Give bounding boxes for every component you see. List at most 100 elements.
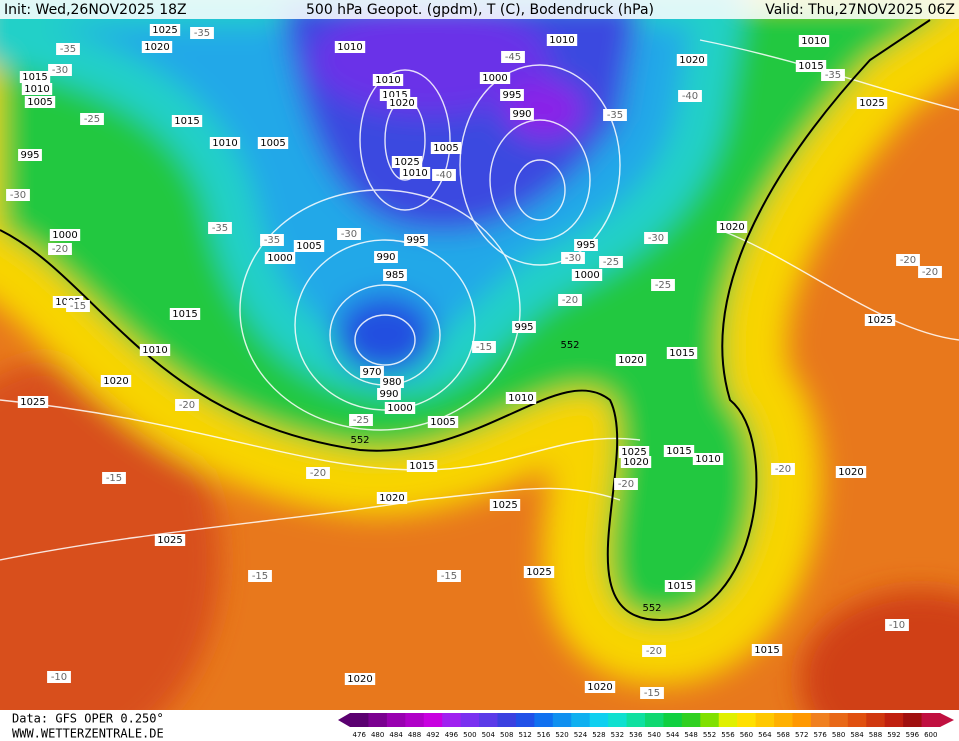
pressure-label: 1025 bbox=[489, 499, 521, 511]
temperature-label: -30 bbox=[337, 228, 361, 240]
pressure-label: 1000 bbox=[574, 270, 599, 281]
temperature-label: -20 bbox=[900, 255, 916, 266]
pressure-label: 1005 bbox=[24, 96, 56, 108]
pressure-label: 1020 bbox=[584, 681, 616, 693]
pressure-label: 995 bbox=[404, 234, 428, 246]
temperature-label: -30 bbox=[10, 190, 26, 201]
temperature-label: -40 bbox=[432, 169, 456, 181]
pressure-label: 1015 bbox=[798, 61, 823, 72]
pressure-label-box bbox=[795, 60, 827, 72]
pressure-label: 1015 bbox=[171, 115, 203, 127]
pressure-label-box bbox=[664, 580, 696, 592]
colorbar-cell bbox=[866, 713, 886, 727]
pressure-label: 995 bbox=[576, 240, 595, 251]
colorbar-arrow-low bbox=[338, 713, 350, 727]
pressure-label: 1020 bbox=[716, 221, 748, 233]
pressure-label: 1020 bbox=[103, 376, 128, 387]
temperature-label: -15 bbox=[476, 342, 492, 353]
temperature-label: -15 bbox=[644, 688, 660, 699]
temperature-label: -25 bbox=[651, 279, 675, 291]
colorbar-cell bbox=[589, 713, 609, 727]
pressure-label: 1010 bbox=[801, 36, 826, 47]
temperature-label-box bbox=[651, 279, 675, 291]
pressure-label: 1020 bbox=[676, 54, 708, 66]
pressure-label-box bbox=[376, 492, 408, 504]
pressure-label: 1025 bbox=[859, 98, 884, 109]
pressure-label: 1020 bbox=[389, 98, 414, 109]
temperature-label: -25 bbox=[603, 257, 619, 268]
pressure-label-box bbox=[500, 89, 524, 101]
pressure-label: 1025 bbox=[864, 314, 896, 326]
colorbar-arrow-high bbox=[940, 713, 954, 727]
temperature-label-box bbox=[56, 43, 80, 55]
temperature-label: -15 bbox=[472, 341, 496, 353]
temperature-label: -35 bbox=[821, 69, 845, 81]
temperature-label: -20 bbox=[618, 479, 634, 490]
colorbar-cell bbox=[460, 713, 480, 727]
temperature-label-box bbox=[558, 294, 582, 306]
pressure-label: 990 bbox=[376, 252, 395, 263]
pressure-label: 995 bbox=[406, 235, 425, 246]
pressure-label: 1000 bbox=[267, 253, 292, 264]
pressure-label-box bbox=[406, 460, 438, 472]
temperature-label-box bbox=[175, 399, 199, 411]
pressure-label: 1010 bbox=[546, 34, 578, 46]
temperature-label-box bbox=[306, 467, 330, 479]
pressure-label: 1000 bbox=[387, 403, 412, 414]
pressure-label: 1010 bbox=[692, 453, 724, 465]
pressure-label: 1015 bbox=[19, 71, 51, 83]
pressure-label: 1020 bbox=[379, 493, 404, 504]
pressure-label-box bbox=[139, 344, 171, 356]
map-title: 500 hPa Geopot. (gpdm), T (C), Bodendruc… bbox=[306, 2, 654, 18]
temperature-label-box bbox=[501, 51, 525, 63]
temperature-label-box bbox=[642, 645, 666, 657]
pressure-label-box bbox=[19, 71, 51, 83]
site: WWW.WETTERZENTRALE.DE bbox=[12, 727, 164, 741]
colorbar-label: 504 bbox=[482, 731, 496, 739]
colorbar-cell bbox=[608, 713, 628, 727]
pressure-label: 1015 bbox=[664, 580, 696, 592]
pressure-label-box bbox=[574, 239, 598, 251]
pressure-label-box bbox=[798, 35, 830, 47]
pressure-label: 1020 bbox=[100, 375, 132, 387]
pressure-label: 1020 bbox=[719, 222, 744, 233]
pressure-label-box bbox=[18, 149, 42, 161]
height-label: 552 bbox=[560, 340, 579, 351]
pressure-label: 1000 bbox=[479, 72, 511, 84]
temperature-label: -35 bbox=[208, 222, 232, 234]
temperature-label: -20 bbox=[922, 267, 938, 278]
temperature-label: -35 bbox=[264, 235, 280, 246]
pressure-label: 1005 bbox=[296, 241, 321, 252]
pressure-label-box bbox=[334, 41, 366, 53]
temperature-label-box bbox=[640, 687, 664, 699]
pressure-label: 1010 bbox=[549, 35, 574, 46]
temperature-label-box bbox=[337, 228, 361, 240]
temperature-label: -20 bbox=[771, 463, 795, 475]
temperature-label-box bbox=[102, 472, 126, 484]
contour-552 bbox=[0, 19, 931, 622]
temperature-label: -10 bbox=[885, 619, 909, 631]
temperature-label-box bbox=[437, 570, 461, 582]
pressure-label: 1005 bbox=[260, 138, 285, 149]
colorbar-cell bbox=[737, 713, 757, 727]
temperature-label: -40 bbox=[436, 170, 452, 181]
temperature-label-box bbox=[771, 463, 795, 475]
pressure-label-box bbox=[383, 269, 407, 281]
pressure-label: 990 bbox=[379, 389, 398, 400]
pressure-label-box bbox=[618, 446, 650, 458]
pressure-label: 1000 bbox=[571, 269, 603, 281]
temperature-label-box bbox=[349, 414, 373, 426]
pressure-label: 970 bbox=[362, 367, 381, 378]
pressure-label-box bbox=[399, 167, 431, 179]
pressure-label: 1000 bbox=[52, 230, 77, 241]
temperature-label-box bbox=[66, 300, 90, 312]
pressure-label: 995 bbox=[18, 149, 42, 161]
pressure-label: 995 bbox=[574, 239, 598, 251]
pressure-label: 970 bbox=[360, 366, 384, 378]
temperature-label-box bbox=[6, 189, 30, 201]
colorbar-cell bbox=[350, 713, 369, 727]
pressure-label: 1025 bbox=[621, 447, 646, 458]
temperature-label: -35 bbox=[212, 223, 228, 234]
colorbar-label: 548 bbox=[684, 731, 697, 739]
